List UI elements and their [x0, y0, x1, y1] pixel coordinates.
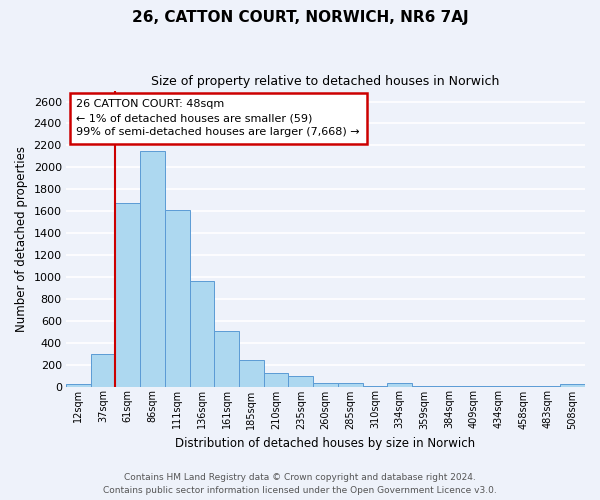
Bar	[214, 330, 239, 386]
Bar	[91, 354, 115, 386]
Text: 26 CATTON COURT: 48sqm
← 1% of detached houses are smaller (59)
99% of semi-deta: 26 CATTON COURT: 48sqm ← 1% of detached …	[76, 100, 360, 138]
Bar	[190, 282, 214, 387]
Y-axis label: Number of detached properties: Number of detached properties	[15, 146, 28, 332]
Bar	[560, 384, 585, 386]
X-axis label: Distribution of detached houses by size in Norwich: Distribution of detached houses by size …	[175, 437, 476, 450]
Bar	[313, 383, 338, 386]
Bar	[387, 383, 412, 386]
Title: Size of property relative to detached houses in Norwich: Size of property relative to detached ho…	[151, 75, 500, 88]
Bar	[338, 383, 362, 386]
Bar	[140, 151, 165, 386]
Bar	[115, 204, 140, 386]
Text: Contains HM Land Registry data © Crown copyright and database right 2024.
Contai: Contains HM Land Registry data © Crown c…	[103, 474, 497, 495]
Bar	[289, 376, 313, 386]
Bar	[263, 374, 289, 386]
Text: 26, CATTON COURT, NORWICH, NR6 7AJ: 26, CATTON COURT, NORWICH, NR6 7AJ	[131, 10, 469, 25]
Bar	[239, 360, 263, 386]
Bar	[165, 210, 190, 386]
Bar	[66, 384, 91, 386]
